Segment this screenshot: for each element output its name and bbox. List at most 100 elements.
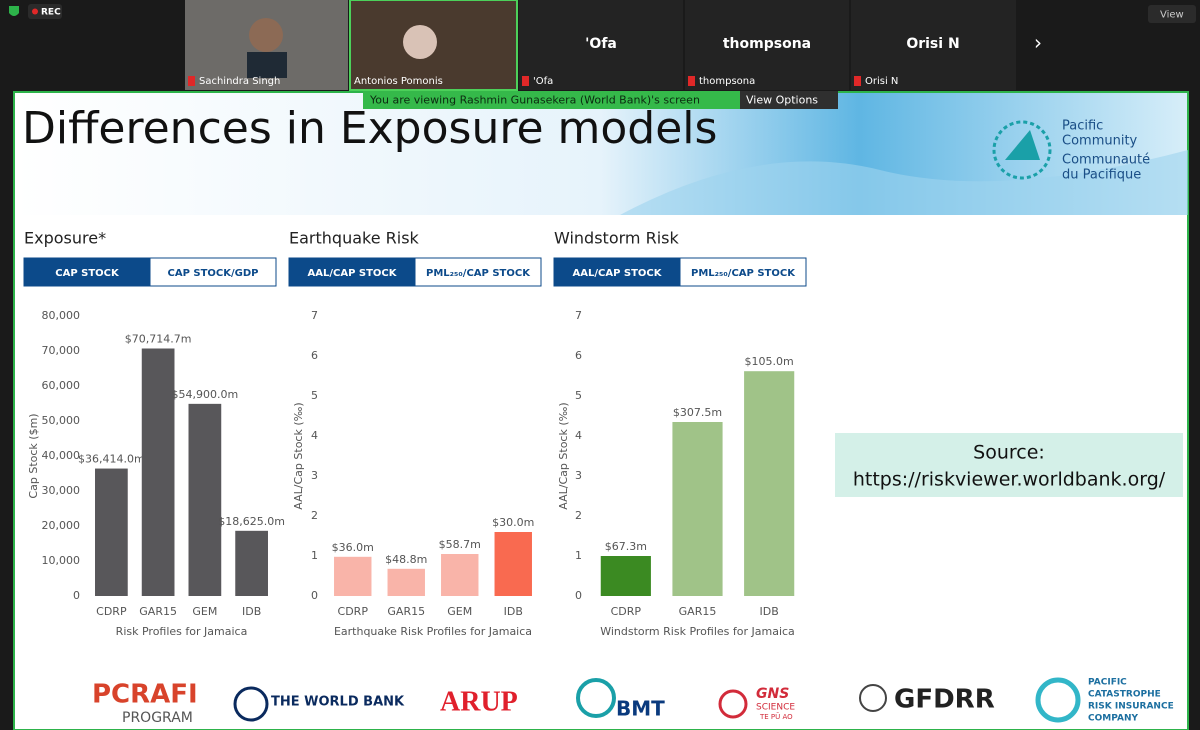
partner-logo: SCIENCE (756, 703, 795, 713)
chart-title: Windstorm Risk (554, 229, 679, 248)
rec-pill (28, 4, 62, 19)
bar (600, 556, 651, 596)
y-tick-label: 0 (575, 589, 582, 602)
bar-label: $30.0m (492, 516, 534, 529)
y-tick-label: 6 (575, 349, 582, 362)
source-url: https://riskviewer.worldbank.org/ (853, 469, 1166, 491)
tile-name: 'Ofa (585, 36, 617, 52)
mute-icons (188, 76, 861, 86)
y-tick-label: 50,000 (42, 414, 81, 427)
pc-logo (992, 120, 1052, 180)
participant-name: Sachindra Singh (199, 76, 280, 87)
y-tick-label: 60,000 (42, 379, 81, 392)
y-axis-label: AAL/Cap Stock (‰) (557, 402, 570, 509)
bar-label: $70,714.7m (125, 332, 192, 345)
share-banner (363, 91, 740, 109)
partner-logo: COMPANY (1088, 714, 1138, 724)
partner-logo: GNS (756, 686, 789, 702)
bar-label: $18,625.0m (218, 515, 285, 528)
rec-dot (32, 8, 38, 15)
x-tick-label: CDRP (338, 605, 369, 618)
video-tile (685, 0, 849, 90)
view-options[interactable] (740, 91, 838, 109)
y-tick-label: 6 (311, 349, 318, 362)
partner-logo: TE PŪ AO (759, 712, 793, 721)
participant-name: Antonios Pomonis (354, 76, 443, 87)
view-options-label[interactable]: View Options (746, 94, 818, 107)
tile-name: Orisi N (906, 36, 959, 52)
tab-label[interactable]: AAL/CAP STOCK (307, 268, 397, 279)
bar-label: $54,900.0m (172, 388, 239, 401)
y-tick-label: 70,000 (42, 344, 81, 357)
source-label: Source: (973, 442, 1045, 464)
tab-label[interactable]: PML₂₅₀/CAP STOCK (691, 268, 796, 279)
x-tick-label: GAR15 (139, 605, 177, 618)
x-tick-label: GEM (447, 605, 472, 618)
x-tick-label: IDB (760, 605, 779, 618)
bar-label: $307.5m (673, 406, 722, 419)
video-tile (851, 0, 1016, 90)
y-tick-label: 20,000 (42, 519, 81, 532)
tab-button[interactable] (288, 257, 416, 287)
rec-label: REC (41, 8, 61, 18)
gfdrr-mark (859, 684, 887, 712)
x-tick-label: GAR15 (679, 605, 717, 618)
y-tick-label: 5 (311, 389, 318, 402)
tab-button[interactable] (149, 257, 277, 287)
x-tick-label: GAR15 (387, 605, 425, 618)
x-axis-label: Windstorm Risk Profiles for Jamaica (600, 625, 795, 638)
avatar (247, 52, 287, 78)
y-tick-label: 5 (575, 389, 582, 402)
bar-label: $105.0m (745, 355, 794, 368)
bar-label: $58.7m (439, 538, 481, 551)
x-axis-label: Earthquake Risk Profiles for Jamaica (334, 625, 532, 638)
x-axis-label: Risk Profiles for Jamaica (116, 625, 248, 638)
participant-name: 'Ofa (533, 76, 553, 87)
partner-logo: THE WORLD BANK (271, 695, 405, 710)
view-label[interactable]: View (1160, 10, 1184, 21)
avatar (249, 18, 283, 52)
bar-label: $67.3m (605, 540, 647, 553)
bar (744, 371, 795, 596)
tab-button[interactable] (414, 257, 542, 287)
bar (235, 530, 268, 596)
tab-label[interactable]: CAP STOCK (55, 268, 120, 279)
y-tick-label: 0 (73, 589, 80, 602)
bar (334, 556, 372, 596)
shield-icon (9, 6, 19, 16)
view-button[interactable] (1148, 5, 1196, 23)
y-tick-label: 10,000 (42, 554, 81, 567)
y-tick-label: 7 (575, 309, 582, 322)
pcric-mark (1035, 677, 1081, 723)
tab-label[interactable]: CAP STOCK/GDP (168, 268, 259, 279)
tab-label[interactable]: AAL/CAP STOCK (572, 268, 662, 279)
tab-button[interactable] (679, 257, 807, 287)
partner-logo: GFDRR (894, 685, 995, 715)
y-tick-label: 2 (575, 509, 582, 522)
avatar (403, 25, 437, 59)
logo-text: Pacific (1062, 119, 1103, 134)
y-tick-label: 40,000 (42, 449, 81, 462)
next-arrow[interactable]: › (1034, 31, 1042, 55)
tile-name: thompsona (723, 36, 811, 52)
x-tick-label: CDRP (611, 605, 642, 618)
share-banner-text: You are viewing Rashmin Gunasekera (Worl… (369, 94, 700, 107)
participant-name: thompsona (699, 76, 755, 87)
bar (141, 348, 175, 596)
y-tick-label: 1 (575, 549, 582, 562)
tab-label[interactable]: PML₂₅₀/CAP STOCK (426, 268, 531, 279)
x-tick-label: IDB (504, 605, 523, 618)
logo-text: du Pacifique (1062, 168, 1141, 183)
y-axis-label: AAL/Cap Stock (‰) (292, 402, 305, 509)
bar (387, 568, 425, 596)
tab-button[interactable] (23, 257, 151, 287)
header-wave (620, 150, 1188, 215)
pc-logo-sail (1005, 130, 1040, 160)
source-box (835, 433, 1183, 497)
logo-text: Community (1062, 134, 1138, 149)
video-tile (519, 0, 683, 90)
bar-label: $36.0m (332, 541, 374, 554)
slide-title: Differences in Exposure models (22, 103, 717, 154)
bar (188, 403, 222, 596)
